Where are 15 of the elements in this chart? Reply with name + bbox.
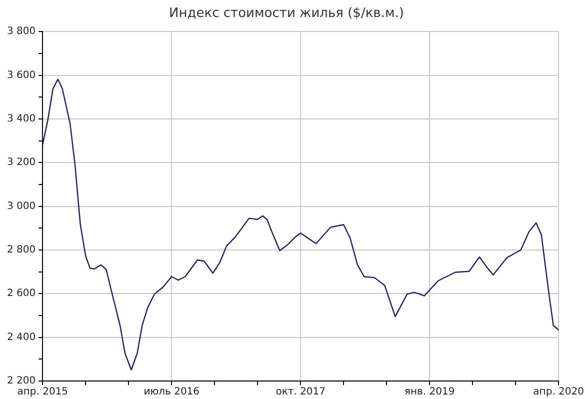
y-tick-label: 3 000 — [6, 200, 36, 212]
y-tick-label: 3 600 — [6, 70, 36, 81]
chart-title: Индекс стоимости жилья ($/кв.м.) — [169, 6, 404, 22]
y-tick-label: 3 800 — [6, 26, 36, 38]
y-tick-label: 2 800 — [6, 244, 36, 256]
x-tick-label: июль 2016 — [144, 386, 200, 398]
x-tick-label: апр. 2020 — [533, 386, 584, 398]
y-tick-label: 3 200 — [6, 157, 36, 168]
y-tick-label: 2 400 — [6, 332, 36, 343]
x-tick-label: апр. 2015 — [17, 386, 68, 398]
x-tick-label: окт. 2017 — [276, 386, 326, 398]
y-tick-label: 2 200 — [6, 376, 36, 387]
x-tick-label: янв. 2019 — [404, 386, 455, 398]
y-tick-label: 3 400 — [6, 114, 36, 125]
y-tick-label: 2 600 — [6, 288, 36, 300]
